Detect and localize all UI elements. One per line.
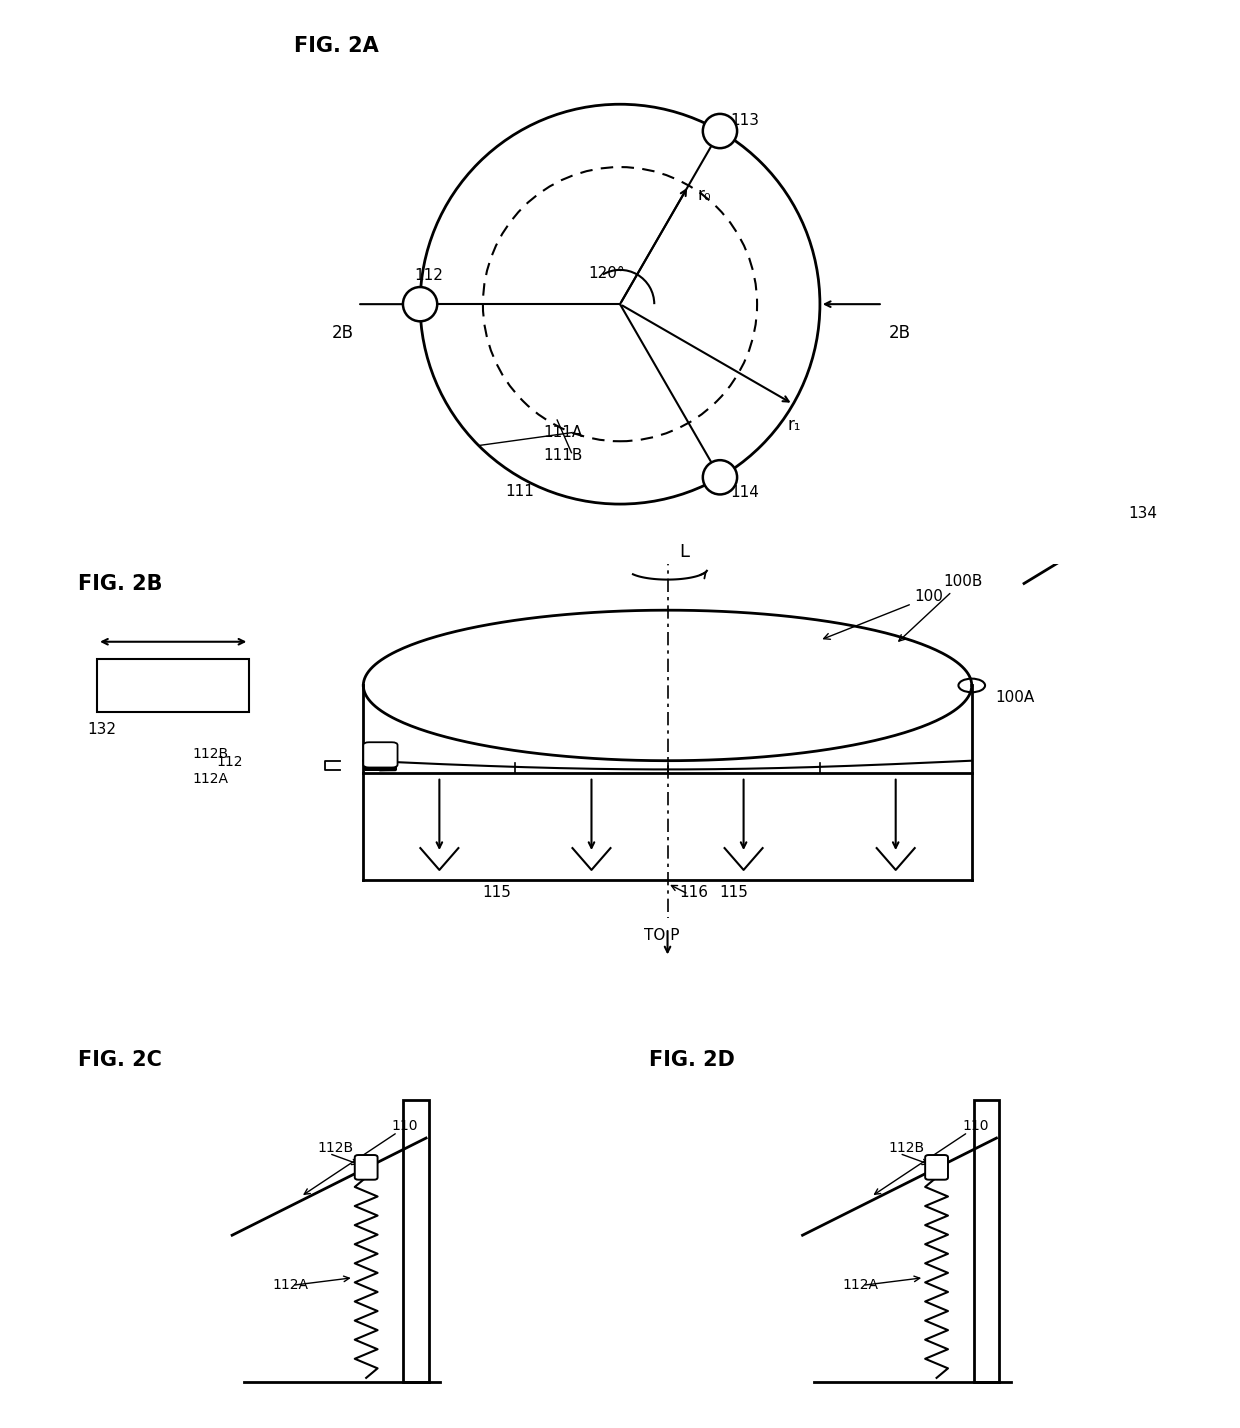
Bar bbox=[403, 1100, 429, 1382]
Text: FIG. 2B: FIG. 2B bbox=[78, 574, 162, 594]
Text: 114: 114 bbox=[730, 486, 759, 500]
Text: 112: 112 bbox=[414, 268, 443, 283]
Circle shape bbox=[703, 114, 737, 149]
Text: 2B: 2B bbox=[889, 324, 910, 343]
Text: 112B: 112B bbox=[888, 1141, 924, 1155]
Text: 100: 100 bbox=[823, 590, 944, 640]
Text: 111A: 111A bbox=[543, 424, 582, 440]
Text: FIG. 2A: FIG. 2A bbox=[294, 36, 379, 56]
Text: 112: 112 bbox=[216, 754, 243, 768]
Text: 134: 134 bbox=[1128, 506, 1158, 521]
Text: 100A: 100A bbox=[996, 690, 1034, 705]
Text: 115: 115 bbox=[719, 884, 749, 900]
Text: 100B: 100B bbox=[899, 574, 982, 641]
Circle shape bbox=[403, 287, 438, 321]
Text: 111: 111 bbox=[506, 484, 534, 498]
Text: 112B: 112B bbox=[317, 1141, 353, 1155]
Text: 116: 116 bbox=[680, 884, 708, 900]
FancyBboxPatch shape bbox=[363, 743, 398, 767]
Text: 120°: 120° bbox=[589, 267, 625, 281]
Text: 111B: 111B bbox=[543, 447, 583, 463]
FancyBboxPatch shape bbox=[925, 1155, 949, 1180]
Text: 113: 113 bbox=[730, 113, 759, 129]
FancyBboxPatch shape bbox=[97, 658, 249, 713]
Text: L: L bbox=[680, 543, 689, 561]
Text: r₁: r₁ bbox=[787, 416, 801, 434]
Text: 112A: 112A bbox=[192, 771, 228, 785]
Circle shape bbox=[703, 460, 737, 494]
Bar bbox=[973, 1100, 999, 1382]
Text: 132: 132 bbox=[88, 723, 117, 737]
Text: 112A: 112A bbox=[272, 1278, 308, 1292]
Text: r₀: r₀ bbox=[697, 186, 711, 204]
Text: TO P: TO P bbox=[644, 928, 680, 944]
Text: 110: 110 bbox=[962, 1120, 988, 1134]
Text: 110: 110 bbox=[392, 1120, 418, 1134]
Text: 112A: 112A bbox=[842, 1278, 878, 1292]
Text: FIG. 2D: FIG. 2D bbox=[649, 1050, 734, 1070]
Text: 112B: 112B bbox=[192, 747, 228, 761]
Text: FIG. 2C: FIG. 2C bbox=[78, 1050, 162, 1070]
Text: 115: 115 bbox=[482, 884, 511, 900]
FancyBboxPatch shape bbox=[355, 1155, 378, 1180]
Text: 2B: 2B bbox=[331, 324, 353, 343]
